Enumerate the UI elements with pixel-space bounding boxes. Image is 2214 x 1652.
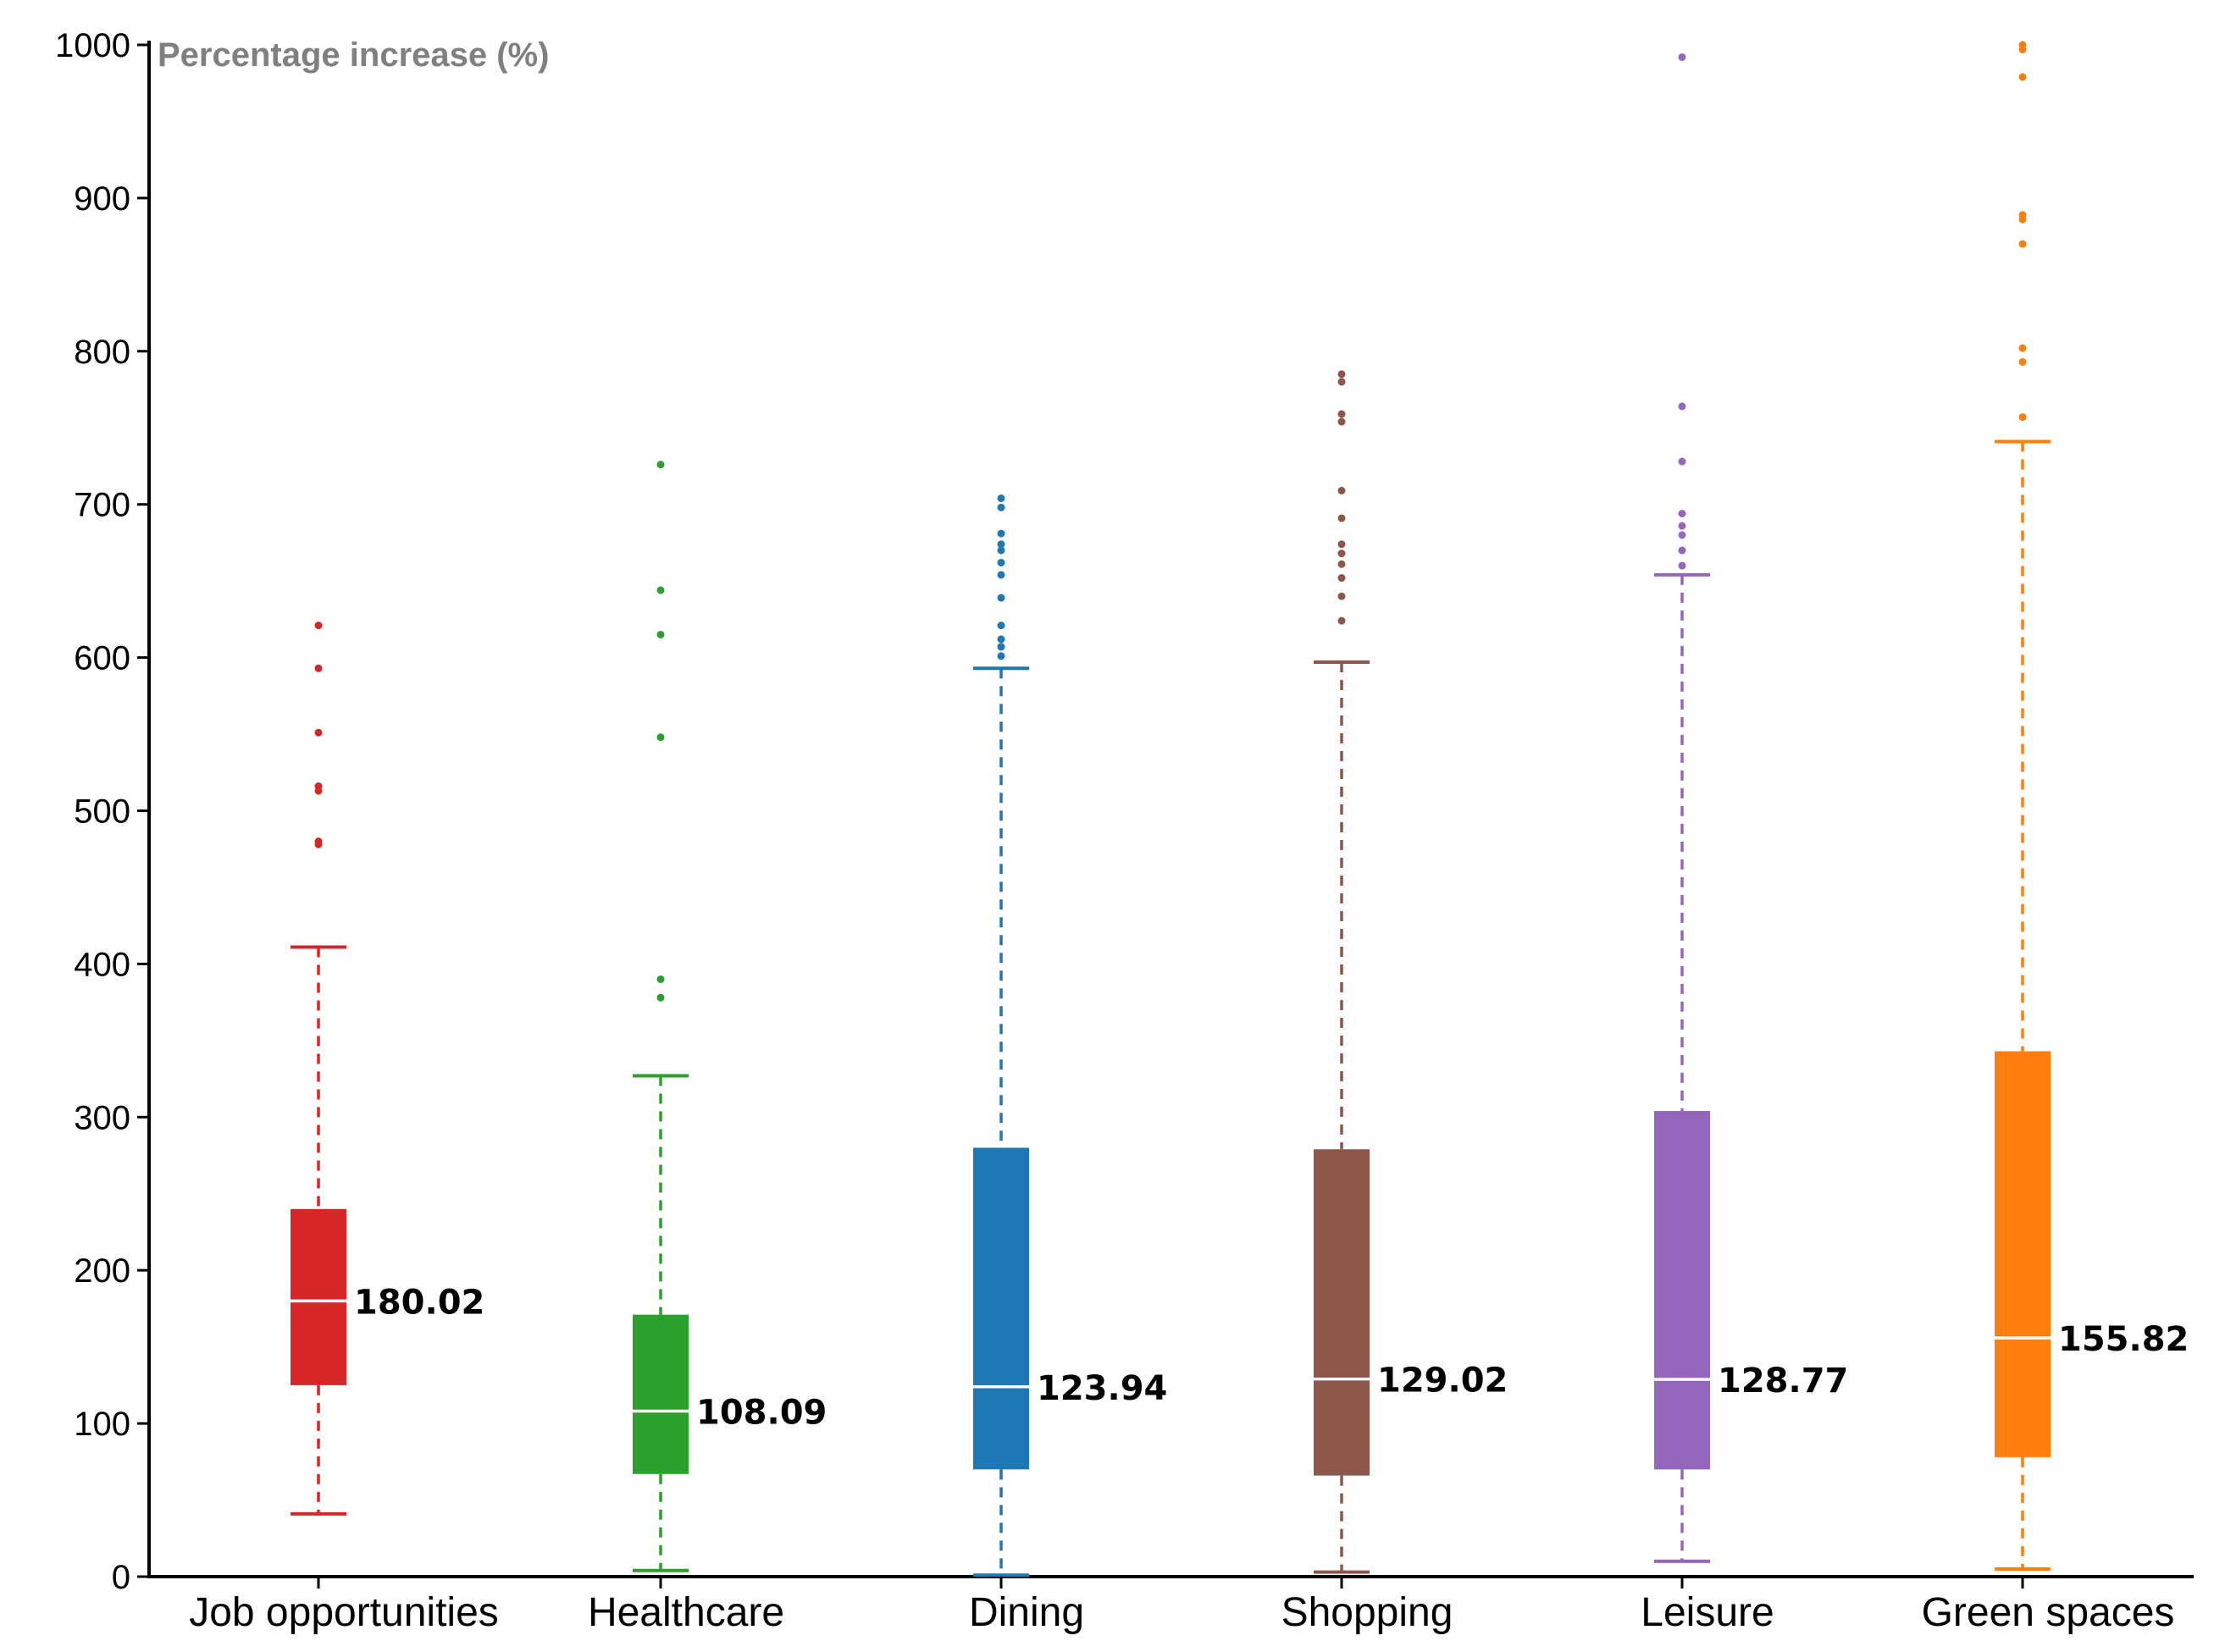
iqr-box <box>291 1208 346 1385</box>
outlier-point <box>2018 73 2027 81</box>
median-label: 129.02 <box>1377 1362 1508 1401</box>
outlier-point <box>2018 211 2027 219</box>
outlier-point <box>314 782 323 791</box>
category-label: Healthcare <box>588 1590 784 1635</box>
outlier-point <box>2018 344 2027 352</box>
median-label: 123.94 <box>1037 1369 1167 1408</box>
outlier-point <box>1337 514 1346 522</box>
outlier-point <box>656 993 665 1002</box>
outlier-point <box>1678 52 1686 61</box>
outlier-point <box>1337 616 1346 625</box>
outlier-point <box>656 630 665 638</box>
median-label: 155.82 <box>2058 1320 2189 1359</box>
y-tick-label: 900 <box>74 180 130 218</box>
outlier-point <box>314 664 323 672</box>
outlier-point <box>656 733 665 742</box>
y-tick-label: 100 <box>74 1406 130 1443</box>
category-label: Shopping <box>1281 1590 1453 1635</box>
iqr-box <box>1314 1149 1370 1476</box>
iqr-box <box>973 1147 1029 1470</box>
y-tick-label: 0 <box>112 1559 130 1596</box>
outlier-point <box>1678 510 1686 518</box>
outlier-point <box>1678 531 1686 539</box>
outlier-point <box>1337 486 1346 494</box>
outlier-point <box>1337 410 1346 418</box>
outlier-point <box>656 975 665 983</box>
box-group: 155.82 Green spaces <box>1922 41 2189 1635</box>
outlier-point <box>314 728 323 737</box>
outlier-point <box>997 635 1005 644</box>
y-tick-label: 200 <box>74 1252 130 1290</box>
outlier-point <box>1337 560 1346 568</box>
outlier-point <box>997 643 1005 651</box>
outlier-point <box>997 529 1005 538</box>
outlier-point <box>1337 378 1346 386</box>
y-tick-label: 600 <box>74 640 130 677</box>
box-group: 123.94 Dining <box>969 494 1167 1635</box>
outlier-point <box>2018 41 2027 49</box>
outlier-point <box>1337 540 1346 549</box>
box-group: 180.02 Job opportunities <box>189 622 499 1635</box>
outlier-point <box>656 461 665 469</box>
outlier-point <box>2018 357 2027 366</box>
outlier-point <box>2018 413 2027 422</box>
outlier-point <box>997 558 1005 566</box>
outlier-point <box>314 837 323 846</box>
box-group: 108.09 Healthcare <box>588 461 827 1635</box>
outlier-point <box>997 494 1005 502</box>
outlier-point <box>1337 370 1346 378</box>
outlier-point <box>1337 592 1346 600</box>
category-label: Leisure <box>1641 1590 1774 1635</box>
outlier-point <box>997 652 1005 660</box>
y-tick-label: 400 <box>74 946 130 983</box>
median-label: 180.02 <box>354 1283 484 1322</box>
outlier-point <box>1678 522 1686 530</box>
iqr-box <box>1654 1111 1710 1470</box>
category-label: Dining <box>969 1590 1084 1635</box>
outlier-point <box>1337 417 1346 426</box>
iqr-box <box>633 1314 689 1474</box>
outlier-point <box>2018 240 2027 248</box>
outlier-point <box>997 594 1005 602</box>
y-tick-label: 800 <box>74 334 130 371</box>
y-tick-label: 300 <box>74 1099 130 1136</box>
outlier-point <box>1337 574 1346 583</box>
box-group: 128.77 Leisure <box>1641 52 1848 1635</box>
y-tick-label: 700 <box>74 487 130 524</box>
outlier-point <box>1678 457 1686 466</box>
outlier-point <box>997 622 1005 630</box>
outlier-point <box>997 503 1005 511</box>
y-tick-label: 500 <box>74 793 130 831</box>
outlier-point <box>656 586 665 594</box>
outlier-point <box>1678 561 1686 570</box>
outlier-point <box>997 546 1005 555</box>
outlier-point <box>1337 550 1346 558</box>
outlier-point <box>1678 546 1686 555</box>
category-label: Green spaces <box>1922 1590 2175 1635</box>
y-axis-label: Percentage increase (%) <box>158 36 549 74</box>
outlier-point <box>314 622 323 630</box>
outlier-point <box>1678 402 1686 411</box>
iqr-box <box>1995 1051 2051 1457</box>
box-group: 129.02 Shopping <box>1281 370 1508 1635</box>
median-label: 128.77 <box>1718 1362 1848 1401</box>
y-ticks: 0 100 200 300 400 500 600 700 800 900 1000 <box>55 27 149 1596</box>
category-label: Job opportunities <box>189 1590 499 1635</box>
outlier-point <box>997 571 1005 579</box>
outlier-point <box>997 540 1005 549</box>
median-label: 108.09 <box>696 1393 827 1432</box>
y-tick-label: 1000 <box>55 27 130 64</box>
